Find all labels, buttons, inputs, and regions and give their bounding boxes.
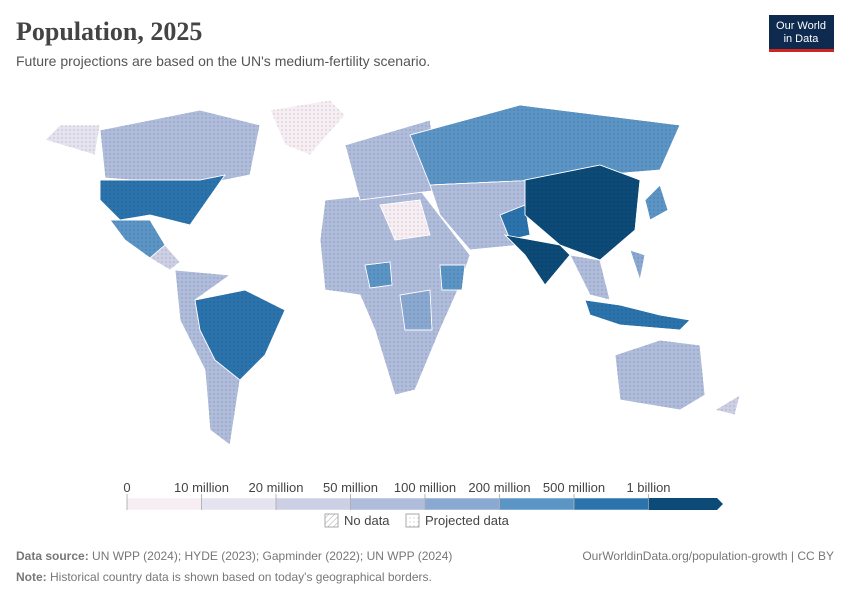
projection-overlay <box>714 394 741 416</box>
legend-swatch <box>648 498 723 510</box>
source-label: Data source: <box>16 549 89 563</box>
title: Population, 2025 <box>16 17 202 46</box>
note-label: Note: <box>16 570 47 584</box>
note: Note: Historical country data is shown b… <box>16 570 432 584</box>
legend-tick-label: 50 million <box>323 480 378 495</box>
legend-tick-label: 0 <box>123 480 130 495</box>
world-map <box>44 99 741 446</box>
projection-overlay <box>99 174 226 226</box>
logo-text: Our World <box>776 20 826 32</box>
projection-overlay <box>614 339 706 411</box>
legend-swatch <box>350 497 426 511</box>
projection-overlay <box>194 289 286 381</box>
projection-overlay <box>644 184 669 221</box>
legend-tick-label: 20 million <box>249 480 304 495</box>
legend-swatch <box>573 497 649 511</box>
no-data-swatch <box>324 513 339 528</box>
projection-overlay <box>439 264 466 291</box>
projection-overlay <box>269 99 346 156</box>
note-text: Historical country data is shown based o… <box>50 570 432 584</box>
projection-overlay <box>149 244 181 271</box>
logo-box <box>769 15 834 49</box>
logo[interactable]: Our World in Data <box>769 15 834 52</box>
projection-overlay <box>99 109 261 186</box>
logo-text: in Data <box>784 33 820 45</box>
legend-swatch <box>424 497 500 511</box>
projection-overlay <box>524 164 641 261</box>
credit[interactable]: OurWorldinData.org/population-growth | C… <box>582 549 834 563</box>
projected-label: Projected data <box>425 513 510 528</box>
legend-tick-label: 10 million <box>174 480 229 495</box>
legend-swatch <box>499 497 575 511</box>
legend-swatch <box>126 497 202 511</box>
projection-overlay <box>364 261 393 289</box>
projection-overlay <box>499 204 531 241</box>
projection-overlay <box>319 189 471 396</box>
projected-swatch <box>405 513 420 528</box>
legend-tick-label: 500 million <box>543 480 605 495</box>
legend-swatch <box>201 497 277 511</box>
projection-overlay <box>569 254 611 301</box>
subtitle: Future projections are based on the UN's… <box>16 53 430 69</box>
projection-overlay <box>409 104 681 186</box>
legend-tick-label: 200 million <box>468 480 530 495</box>
logo-bar <box>769 49 834 52</box>
no-data-label: No data <box>344 513 390 528</box>
legend-tick-label: 1 billion <box>626 480 670 495</box>
projection-overlay <box>379 199 431 241</box>
projection-overlay <box>584 299 691 331</box>
projection-overlay <box>629 249 646 282</box>
source-text: UN WPP (2024); HYDE (2023); Gapminder (2… <box>92 549 452 563</box>
legend: 0 10 million 20 million 50 million 100 milli… <box>123 480 723 511</box>
legend-tick-label: 100 million <box>394 480 456 495</box>
projection-overlay <box>399 289 433 331</box>
projection-overlay <box>503 234 571 286</box>
source: Data source: UN WPP (2024); HYDE (2023);… <box>16 549 452 563</box>
legend-swatch <box>275 497 351 511</box>
projection-overlay <box>44 124 101 156</box>
